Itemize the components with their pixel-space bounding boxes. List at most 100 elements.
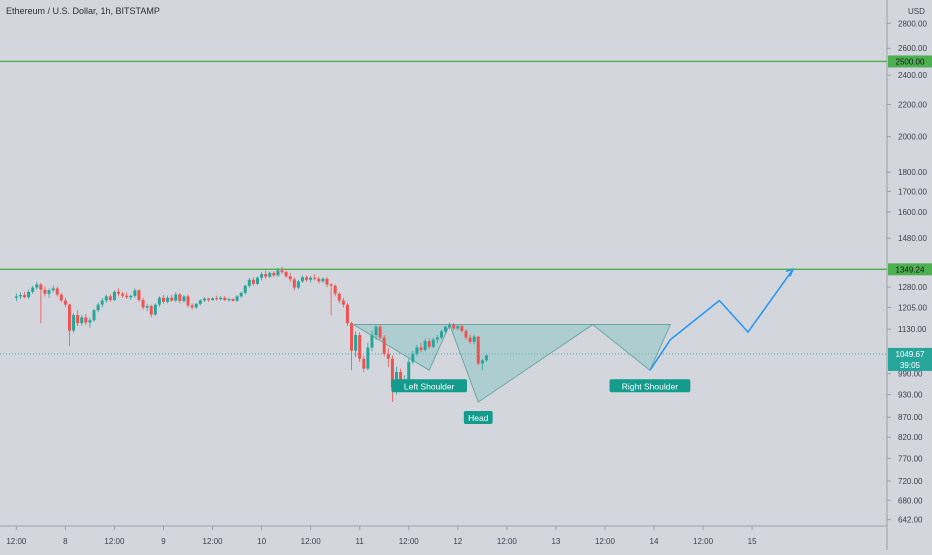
candle-body [182,296,186,302]
candle [215,295,219,301]
candle-body [321,278,325,282]
pattern-label-bg [463,411,493,425]
candle [341,297,345,308]
candle [435,335,439,343]
candle [333,284,337,297]
candle [472,335,476,345]
candle [80,315,84,326]
y-tick-label: 770.00 [898,454,923,463]
candle [456,324,460,331]
candle [260,272,264,281]
time-axis[interactable]: 12:00 8 12:00 9 12:00 10 12:00 11 12:00 12 12:00 13… [6,526,757,546]
level-badge [888,55,932,68]
candle [427,338,431,350]
candle-body [211,298,215,300]
candle [157,296,161,307]
candle-body [63,300,67,305]
x-tick-label: 12:00 [6,537,27,546]
candle [366,342,370,371]
y-tick-label: 642.00 [898,516,923,525]
candle [247,277,251,288]
candle-body [378,326,382,338]
candle-body [47,290,51,294]
candle-body [419,347,423,351]
candle [211,297,215,302]
candle-body [243,285,247,293]
candle [374,324,378,340]
candle-body [121,293,125,296]
candle-body [423,341,427,351]
candle [460,324,464,333]
candle [219,296,223,301]
y-tick-label: 870.00 [898,413,923,422]
candle [256,276,260,285]
candle-body [300,277,304,282]
candle [67,303,71,346]
candle [43,286,47,297]
candle [264,270,268,279]
candle-body [202,298,206,301]
candle-body [31,287,35,292]
candle-body [162,297,166,302]
candle-body [268,272,272,277]
candle [288,272,292,282]
candle [186,294,190,308]
candle [309,276,313,283]
candle-body [345,304,349,324]
candle [141,297,145,310]
candle [239,291,243,298]
candle [378,324,382,340]
candle [137,289,141,302]
candle-body [206,298,210,300]
y-tick-label: 1480.00 [898,234,927,243]
candle [444,325,448,334]
y-tick-label: 2200.00 [898,101,927,110]
price-axis[interactable]: 642.00 680.00 720.00 770.00 820.00 870.00 930.… [887,7,927,525]
candle [484,354,488,362]
candle-body [35,284,39,288]
candle [480,358,484,371]
candle-body [251,279,255,284]
candle-body [313,277,317,279]
candle [194,302,198,309]
candle-body [141,299,145,308]
candle-body [264,274,268,277]
candle-body [18,295,22,297]
y-tick-label: 1280.00 [898,283,927,292]
candle [370,330,374,352]
candle-body [133,290,137,296]
x-tick-label: 11 [356,537,365,546]
candle-body [390,358,394,388]
y-tick-label: 2400.00 [898,71,927,80]
candle-body [166,297,170,302]
pattern-label-bg [609,379,691,393]
candle-body [117,291,121,294]
current-price-text: 1049.67 [896,350,925,359]
candle-body [280,270,284,273]
candle-body [39,284,43,290]
candle [117,288,121,297]
candle [170,295,174,302]
candle [206,297,210,302]
candle-body [27,291,31,298]
pattern-labels: Left Shoulder Head Right Shoulder [391,379,691,425]
candle [190,303,194,310]
candle-body [317,278,321,282]
candle [39,282,43,324]
candle-body [231,299,235,301]
candle [51,285,55,293]
candle [198,299,202,306]
candle [88,317,92,328]
candle-body [215,298,219,300]
candle-body [448,324,452,327]
y-tick-label: 2600.00 [898,44,927,53]
candle [145,303,149,312]
y-tick-label: 990.00 [898,370,923,379]
candle [345,302,349,327]
candle-body [174,294,178,301]
candle-body [239,292,243,297]
projection-line[interactable] [649,268,794,371]
candle-body [329,284,333,286]
